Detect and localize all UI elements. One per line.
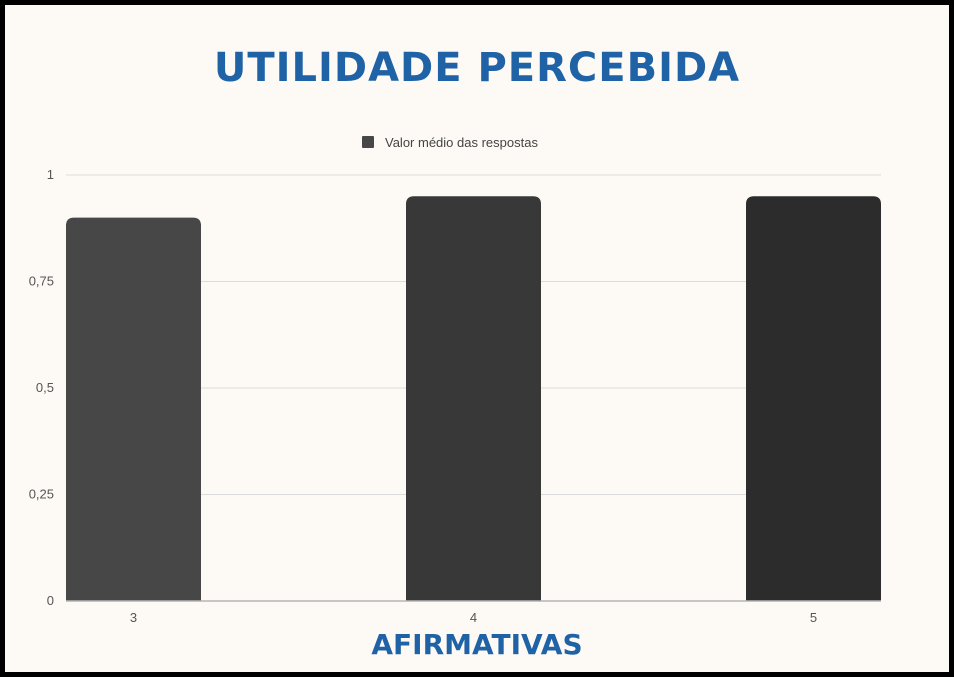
y-tick-label: 0,5: [36, 380, 54, 395]
x-tick-label: 4: [470, 610, 477, 625]
y-tick-label: 1: [47, 167, 54, 182]
y-tick-label: 0: [47, 593, 54, 608]
legend: Valor médio das respostas: [362, 135, 538, 150]
x-tick-label: 3: [130, 610, 137, 625]
legend-label: Valor médio das respostas: [385, 135, 538, 150]
y-tick-label: 0,25: [29, 487, 54, 502]
bar: [406, 196, 541, 601]
bar: [66, 218, 201, 601]
x-tick-label: 5: [810, 610, 817, 625]
y-tick-label: 0,75: [29, 274, 54, 289]
x-axis-ticks: 3 4 5: [130, 610, 817, 625]
bar: [746, 196, 881, 601]
bars: [66, 196, 881, 601]
legend-swatch: [362, 136, 374, 148]
y-axis-ticks: 0 0,25 0,5 0,75 1: [29, 167, 54, 608]
